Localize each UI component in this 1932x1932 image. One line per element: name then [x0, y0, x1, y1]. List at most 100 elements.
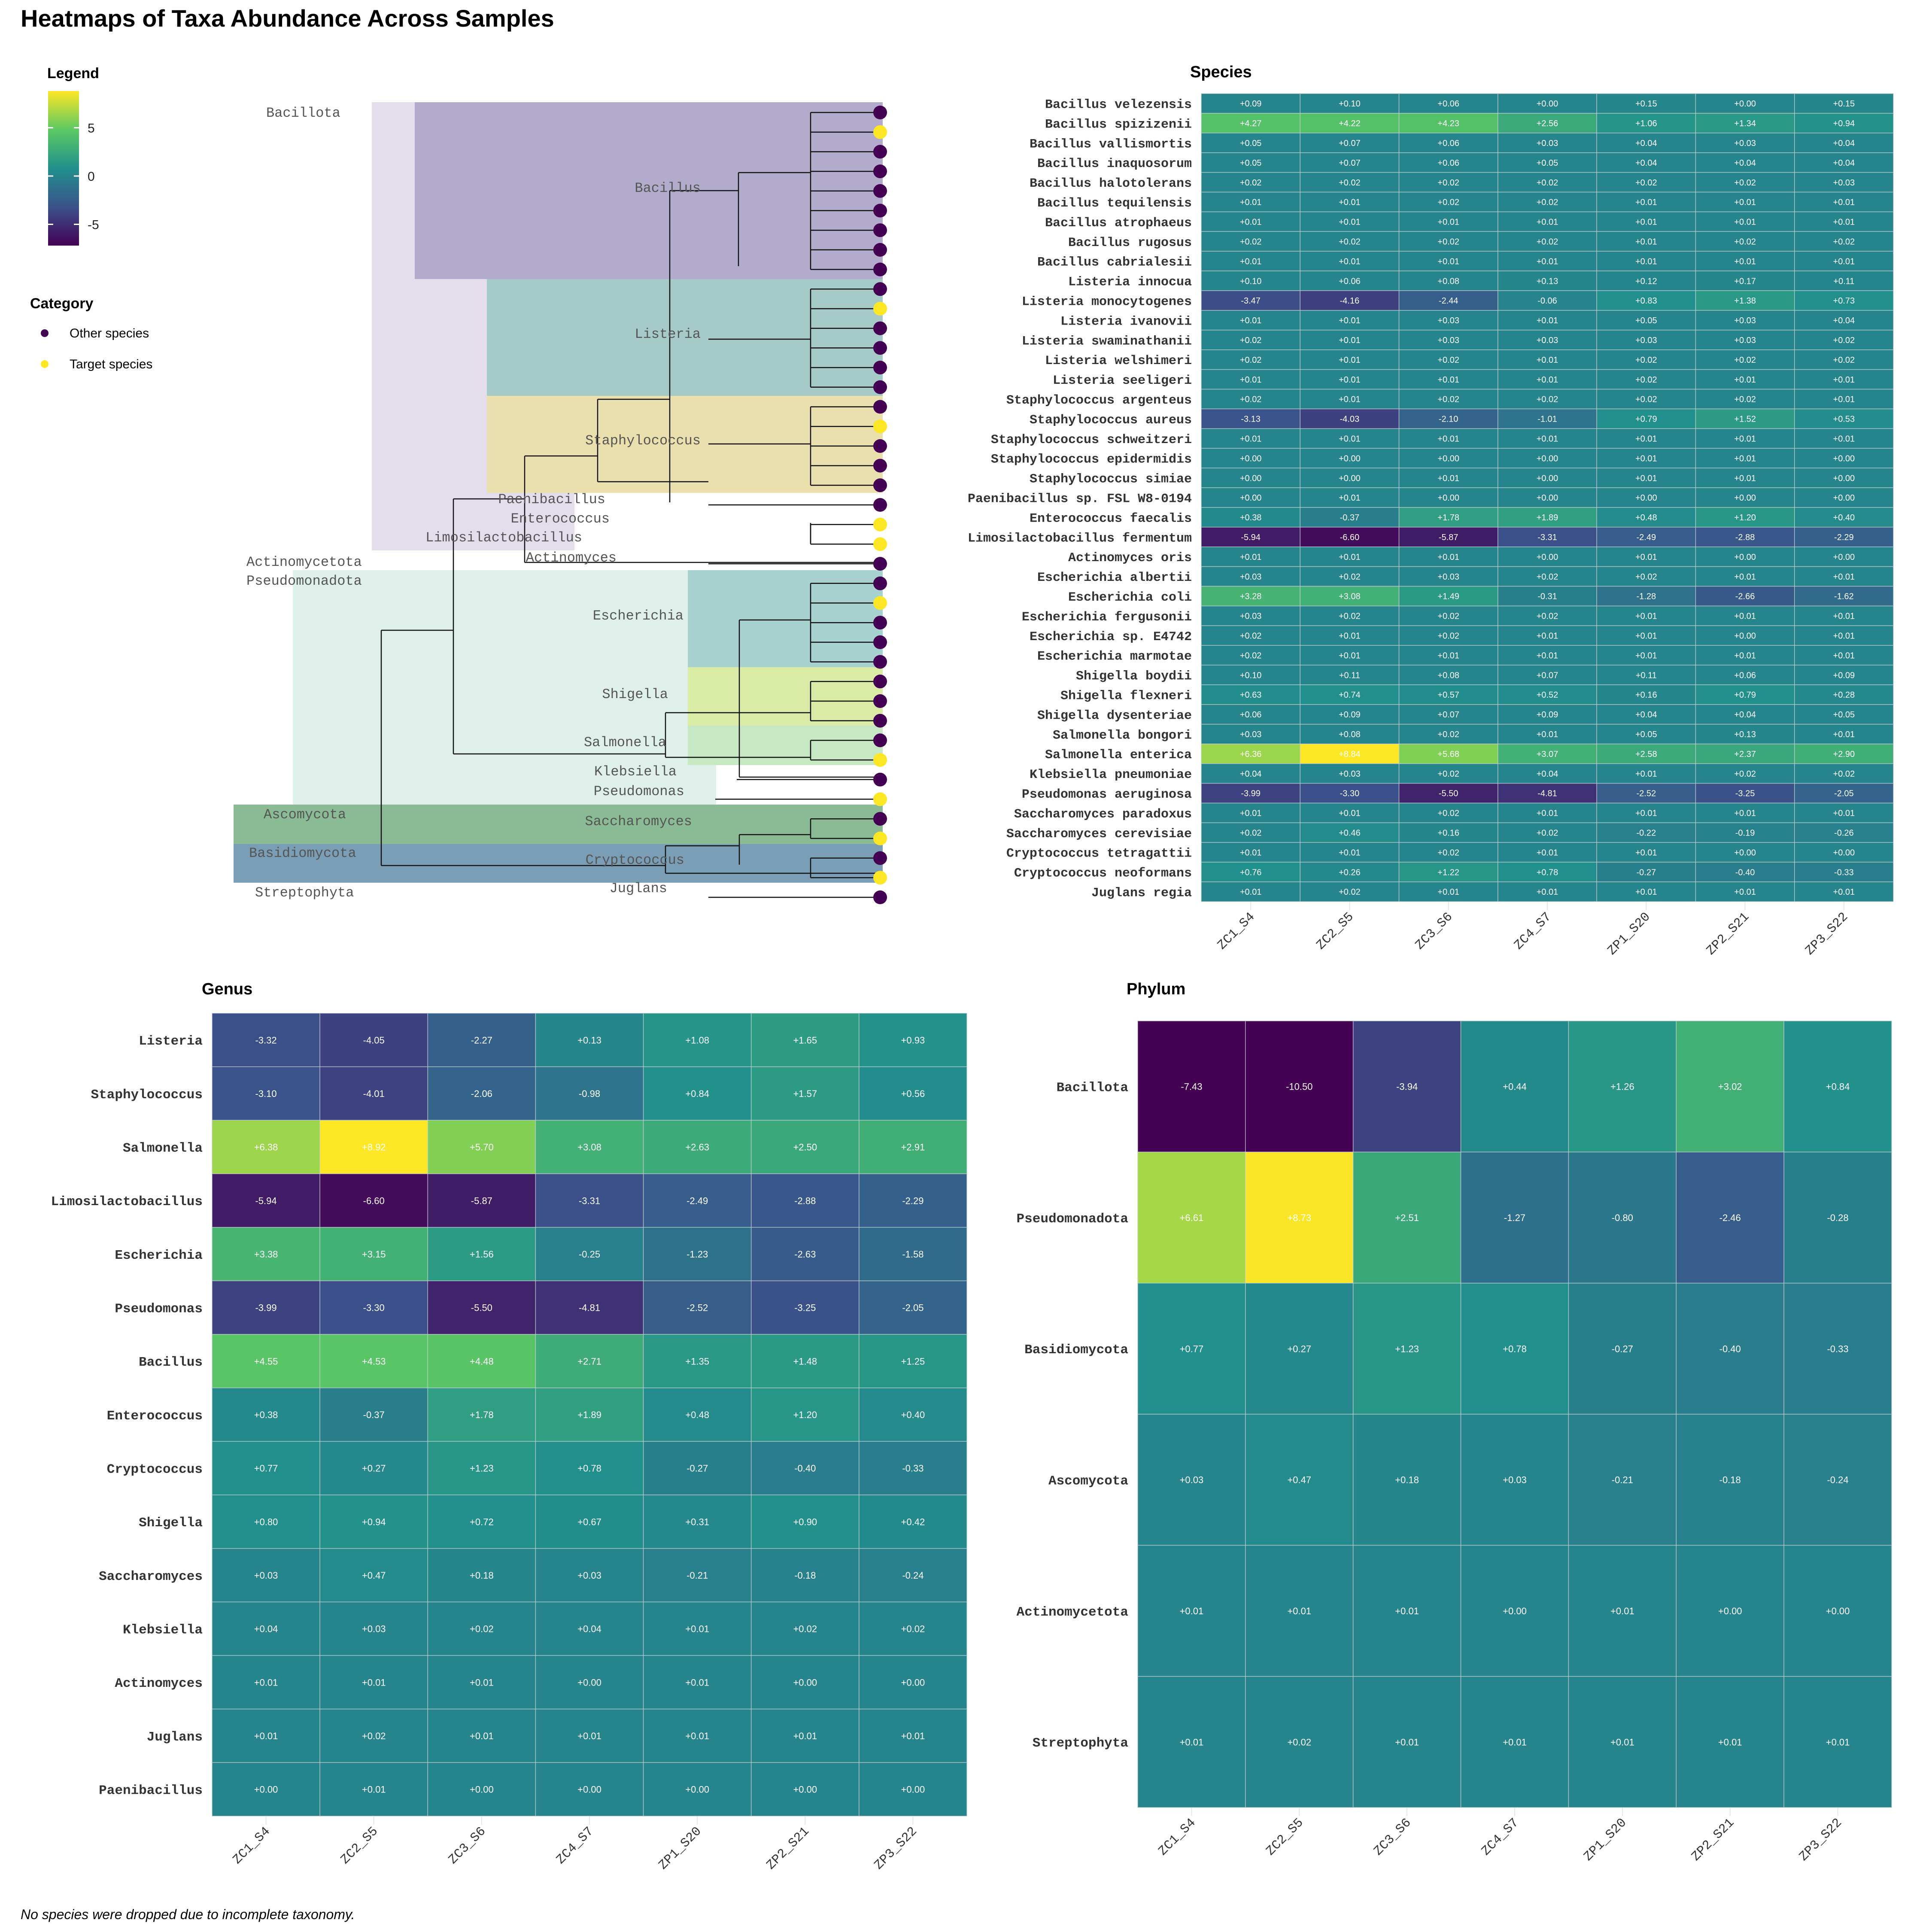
cell-label: -7.43 — [1181, 1081, 1202, 1092]
cell-label: +4.27 — [1240, 119, 1262, 128]
cell-label: -5.87 — [1439, 533, 1458, 542]
cell-label: -0.33 — [902, 1463, 923, 1474]
cell-label: +0.04 — [1734, 710, 1756, 720]
tree-tip — [873, 184, 887, 198]
cell-label: -0.25 — [579, 1249, 600, 1260]
heatmap-cell — [1695, 625, 1795, 646]
tree-tip — [873, 733, 887, 747]
cell-label: +0.01 — [577, 1731, 601, 1741]
heatmap-cell — [1695, 152, 1795, 173]
heatmap-cell — [1695, 783, 1795, 804]
genus-label: Salmonella — [584, 735, 666, 750]
heatmap-cell — [1352, 1545, 1461, 1677]
cell-label: +0.03 — [1437, 572, 1459, 582]
heatmap-cell — [1794, 310, 1894, 331]
heatmap-cell — [1596, 369, 1696, 390]
tree-tip — [873, 674, 887, 689]
cell-label: +0.28 — [1833, 690, 1855, 700]
cell-label: +0.01 — [1833, 730, 1855, 739]
cell-label: +4.23 — [1437, 119, 1459, 128]
cell-label: +1.89 — [1537, 513, 1558, 522]
heatmap-cell — [535, 1762, 644, 1817]
heatmap-cell — [643, 1495, 752, 1549]
cell-label: +0.01 — [1833, 632, 1855, 641]
cell-label: +1.78 — [1437, 513, 1459, 522]
cell-label: +2.71 — [577, 1356, 601, 1367]
heatmap-cell — [1596, 191, 1696, 213]
cell-label: +0.00 — [1734, 553, 1756, 562]
column-label: ZC2_S5 — [1314, 910, 1357, 953]
cell-label: +0.76 — [1240, 868, 1262, 877]
cell-label: +0.05 — [1537, 158, 1558, 168]
cell-label: +0.01 — [1240, 848, 1262, 857]
cell-label: +0.48 — [685, 1410, 709, 1420]
row-label: Staphylococcus aureus — [1030, 413, 1192, 428]
cell-label: +0.00 — [254, 1784, 278, 1795]
heatmap-cell — [535, 1120, 644, 1174]
tree-tip — [873, 635, 887, 649]
tree-tip — [873, 204, 887, 218]
heatmap-cell — [1498, 251, 1597, 271]
heatmap-cell — [1498, 290, 1597, 311]
cell-label: -3.99 — [255, 1303, 276, 1313]
cell-label: -4.81 — [579, 1303, 600, 1313]
cell-label: +0.90 — [793, 1516, 817, 1527]
tree-tip — [873, 321, 887, 335]
heatmap-cell — [319, 1120, 428, 1174]
heatmap-cell — [535, 1066, 644, 1121]
cell-label: +0.00 — [1537, 99, 1558, 109]
cell-label: +0.02 — [1537, 178, 1558, 188]
heatmap-cell — [1695, 231, 1795, 252]
category-swatch — [41, 329, 49, 337]
column-label: ZC3_S6 — [1413, 910, 1455, 953]
cell-label: -4.81 — [1537, 789, 1557, 799]
cell-label: +0.01 — [1635, 434, 1657, 444]
heatmap-cell — [1498, 586, 1597, 607]
heatmap-cell — [1398, 547, 1498, 567]
cell-label: +0.12 — [1635, 276, 1657, 286]
cell-label: +0.03 — [1734, 316, 1756, 325]
heatmap-cell — [1201, 172, 1301, 193]
heatmap-cell — [1352, 1414, 1461, 1546]
cell-label: +0.13 — [1537, 276, 1558, 286]
heatmap-cell — [1352, 1676, 1461, 1808]
row-label: Listeria innocua — [1068, 275, 1192, 290]
cell-label: +0.00 — [1503, 1606, 1527, 1616]
cell-label: -5.50 — [471, 1303, 492, 1313]
phylum-label: Pseudomonadota — [246, 573, 362, 589]
cell-label: +0.02 — [1537, 612, 1558, 621]
cell-label: +0.01 — [1826, 1737, 1850, 1747]
heatmap-cell — [1695, 547, 1795, 567]
cell-label: +0.84 — [1826, 1081, 1850, 1092]
heatmap-cell — [1794, 862, 1894, 882]
column-label: ZP2_S21 — [1704, 910, 1752, 958]
cell-label: +0.01 — [1610, 1737, 1634, 1747]
cell-label: -0.80 — [1612, 1212, 1633, 1223]
cell-label: -2.66 — [1735, 592, 1755, 601]
genus-band — [688, 726, 883, 765]
heatmap-cell — [1794, 172, 1894, 193]
cell-label: +0.00 — [1833, 553, 1855, 562]
heatmap-cell — [1596, 645, 1696, 665]
cell-label: -2.46 — [1719, 1212, 1741, 1223]
category-title: Category — [30, 295, 93, 312]
heatmap-cell — [859, 1013, 967, 1067]
cell-label: +0.01 — [1339, 257, 1361, 266]
heatmap-cell — [859, 1066, 967, 1121]
cell-label: +0.04 — [1635, 710, 1657, 720]
heatmap-cell — [427, 1120, 536, 1174]
cell-label: +0.00 — [1537, 553, 1558, 562]
row-label: Bacillus halotolerans — [1030, 176, 1192, 191]
cell-label: +0.01 — [1610, 1606, 1634, 1616]
cell-label: +0.00 — [901, 1677, 925, 1688]
heatmap-cell — [1676, 1676, 1784, 1808]
heatmap-cell — [1201, 251, 1301, 271]
cell-label: +0.38 — [1240, 513, 1262, 522]
cell-label: +0.08 — [1437, 671, 1459, 680]
cell-label: +0.01 — [1635, 809, 1657, 818]
column-label: ZC1_S4 — [230, 1824, 273, 1867]
heatmap-cell — [1596, 448, 1696, 468]
heatmap-cell — [1398, 862, 1498, 882]
heatmap-cell — [427, 1334, 536, 1388]
heatmap-cell — [427, 1441, 536, 1495]
